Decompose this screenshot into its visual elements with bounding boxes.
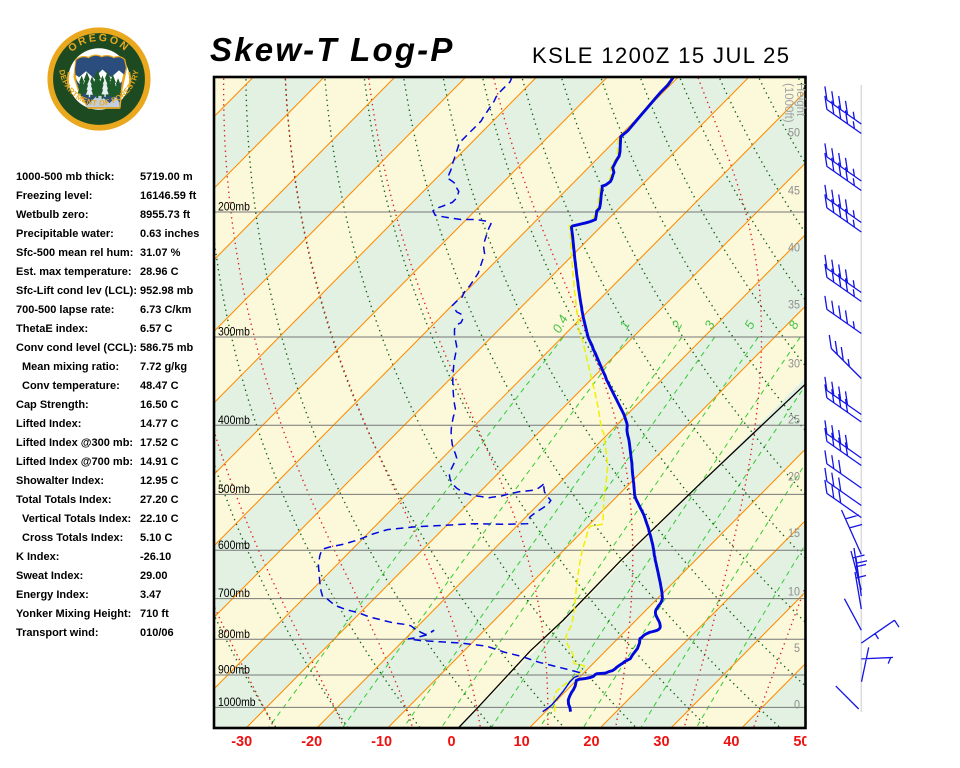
svg-text:10: 10: [788, 585, 800, 599]
svg-text:-30: -30: [231, 734, 252, 750]
svg-text:-10: -10: [371, 734, 392, 750]
svg-text:0: 0: [448, 734, 456, 750]
svg-text:200mb: 200mb: [218, 200, 250, 214]
svg-text:1000mb: 1000mb: [218, 695, 256, 709]
svg-text:30: 30: [788, 357, 800, 371]
svg-text:40: 40: [788, 241, 800, 255]
svg-text:25: 25: [788, 413, 800, 427]
svg-text:0: 0: [794, 698, 800, 712]
svg-text:400mb: 400mb: [218, 413, 250, 427]
svg-text:(1000ft): (1000ft): [782, 83, 794, 123]
svg-text:Height: Height: [794, 83, 806, 117]
svg-text:300mb: 300mb: [218, 325, 250, 339]
svg-text:50: 50: [788, 126, 800, 140]
svg-text:500mb: 500mb: [218, 482, 250, 496]
svg-text:50: 50: [793, 734, 809, 750]
svg-text:700mb: 700mb: [218, 586, 250, 600]
svg-text:5: 5: [794, 641, 800, 655]
svg-text:40: 40: [723, 734, 739, 750]
svg-text:800mb: 800mb: [218, 627, 250, 641]
svg-text:0.4: 0.4: [549, 312, 571, 335]
svg-text:35: 35: [788, 298, 800, 312]
svg-text:20: 20: [788, 470, 800, 484]
svg-text:15: 15: [788, 526, 800, 540]
svg-text:-20: -20: [301, 734, 322, 750]
svg-text:45: 45: [788, 184, 800, 198]
svg-text:20: 20: [583, 734, 599, 750]
svg-text:10: 10: [514, 734, 530, 750]
svg-text:600mb: 600mb: [218, 538, 250, 552]
svg-text:900mb: 900mb: [218, 663, 250, 677]
svg-text:30: 30: [653, 734, 669, 750]
